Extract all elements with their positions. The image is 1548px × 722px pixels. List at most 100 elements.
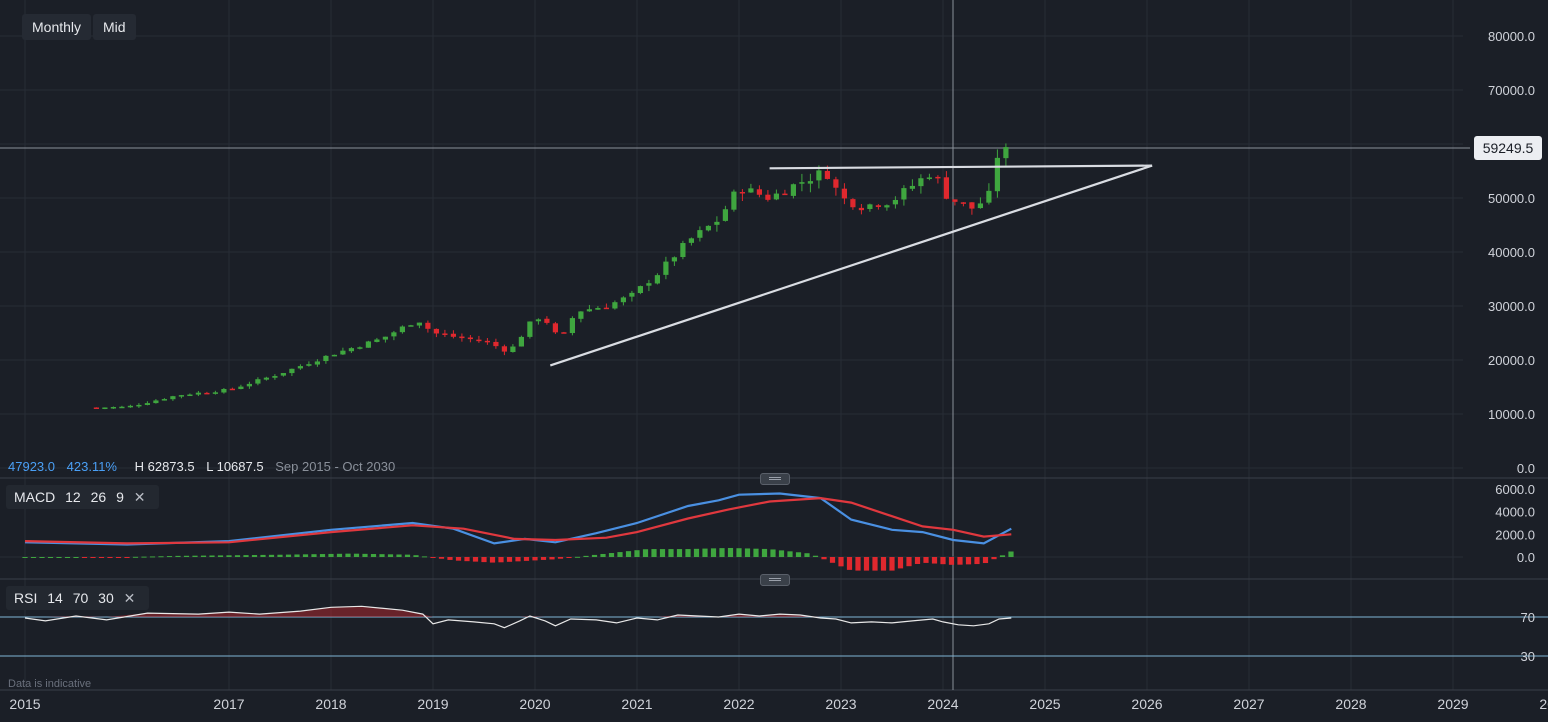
macd-histogram-bar <box>226 555 232 557</box>
macd-y-tick-label: 4000.0 <box>1495 505 1535 520</box>
macd-histogram-bar <box>957 557 963 565</box>
candle <box>255 377 261 386</box>
candle <box>884 204 890 211</box>
candle-body <box>935 176 941 179</box>
candle-body <box>986 190 992 203</box>
macd-histogram-bar <box>481 557 487 563</box>
macd-histogram-bar <box>574 556 581 558</box>
macd-histogram-bar <box>591 554 598 557</box>
candle-body <box>952 199 958 202</box>
axes: 80000.070000.060000.050000.040000.030000… <box>9 29 1548 712</box>
candle-body <box>722 209 728 221</box>
macd-histogram-bar <box>821 557 827 560</box>
candle <box>833 176 839 196</box>
candle <box>867 203 873 212</box>
candle <box>433 328 439 338</box>
macd-histogram-bar <box>744 548 751 557</box>
macd-histogram-bar <box>294 554 300 557</box>
candle-body <box>425 322 431 329</box>
candle-body <box>501 346 507 352</box>
candle <box>875 204 881 210</box>
candle <box>238 384 244 390</box>
trendlines[interactable] <box>549 164 1153 367</box>
candle-body <box>756 189 762 195</box>
candle <box>841 183 847 205</box>
macd-histogram-bar <box>30 557 37 558</box>
macd-histogram-bar <box>812 555 819 557</box>
candle <box>178 394 184 399</box>
macd-y-tick-label: 2000.0 <box>1495 527 1535 542</box>
macd-histogram-bar <box>149 556 156 558</box>
macd-histogram-bar <box>855 557 861 571</box>
candle <box>595 306 601 310</box>
candle-body <box>918 178 924 187</box>
macd-legend[interactable]: MACD 12 26 9 ✕ <box>6 485 160 509</box>
candle <box>748 183 754 193</box>
candle-body <box>272 376 278 378</box>
macd-histogram-bar <box>931 557 938 564</box>
candle-body <box>858 207 864 211</box>
macd-histogram-bar <box>362 553 368 557</box>
candle-body <box>892 199 898 205</box>
candle <box>986 183 992 205</box>
macd-histogram-bar <box>438 557 445 559</box>
pane-resize-handle-rsi[interactable] <box>760 574 790 586</box>
candle <box>697 226 703 242</box>
candle <box>569 316 575 336</box>
interval-button[interactable]: Monthly <box>22 14 92 40</box>
macd-histogram-bar <box>923 557 929 563</box>
candle-body <box>765 194 771 200</box>
rsi-legend[interactable]: RSI 14 70 30 ✕ <box>6 586 150 610</box>
macd-histogram-bar <box>22 557 28 558</box>
candle <box>799 173 805 192</box>
macd-histogram-bar <box>693 548 700 557</box>
candle-body <box>408 325 414 327</box>
pane-resize-handle-macd[interactable] <box>760 473 790 485</box>
trendline-support[interactable] <box>549 164 1153 367</box>
x-tick-label: 2020 <box>519 696 550 712</box>
candle <box>348 347 354 353</box>
price-candles <box>93 143 1009 410</box>
candle-body <box>357 347 363 349</box>
candle <box>603 303 609 310</box>
candle-body <box>229 388 235 391</box>
candle <box>960 202 966 207</box>
candle <box>892 196 898 209</box>
candle-body <box>850 199 856 208</box>
candle <box>756 185 762 198</box>
macd-histogram-bar <box>914 557 921 564</box>
candle-body <box>1003 147 1009 159</box>
candle-body <box>450 333 456 337</box>
candle <box>170 395 176 401</box>
candle <box>637 285 643 295</box>
macd-histogram-bar <box>328 553 334 557</box>
macd-histogram-bar <box>166 556 173 558</box>
macd-y-tick-label: 0.0 <box>1517 550 1535 565</box>
candle-body <box>578 311 584 319</box>
change-value: 47923.0 <box>8 459 55 474</box>
candle-body <box>731 191 737 210</box>
candle-body <box>348 348 354 352</box>
close-icon[interactable]: ✕ <box>133 489 146 505</box>
candle <box>340 347 346 355</box>
candle-body <box>102 407 108 409</box>
high-value: H 62873.5 <box>134 459 195 474</box>
candle <box>263 376 269 381</box>
candle-body <box>204 392 210 395</box>
macd-histogram-bar <box>600 553 606 557</box>
trendline-resistance[interactable] <box>769 164 1153 170</box>
candle <box>416 322 422 329</box>
candle <box>994 149 1000 198</box>
candle <box>790 183 796 199</box>
close-icon[interactable]: ✕ <box>123 590 136 606</box>
candle-body <box>93 407 99 409</box>
candle-body <box>782 193 788 196</box>
price-type-button[interactable]: Mid <box>93 14 136 40</box>
macd-histogram-bar <box>464 557 470 562</box>
candle <box>119 405 125 409</box>
macd-histogram-bar <box>73 557 79 558</box>
candle-body <box>161 399 167 401</box>
candle <box>280 373 286 377</box>
